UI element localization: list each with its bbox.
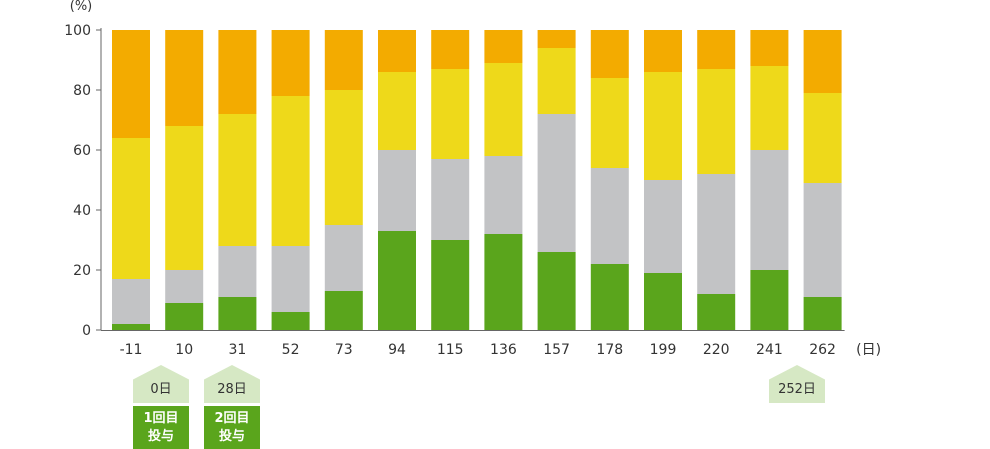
dose-2-day-label: 28日	[217, 382, 247, 397]
bar-segment	[271, 246, 310, 312]
bar-segment	[644, 30, 682, 72]
dose-marker-1: 0日 1回目 投与	[133, 365, 189, 449]
dose-1-day-label: 0日	[150, 382, 172, 397]
bar-segment	[218, 246, 257, 297]
bar-segment	[324, 291, 363, 330]
x-tick-label: 220	[703, 342, 730, 358]
bar-segment	[271, 96, 310, 246]
bar-segment	[112, 324, 150, 330]
x-tick-label: 157	[543, 342, 570, 358]
bar-segment	[378, 30, 416, 72]
y-tick-label: 60	[73, 143, 91, 159]
bar-segment	[590, 264, 629, 330]
bar-segment	[697, 30, 736, 69]
bar-segment	[431, 159, 470, 240]
dose-2-box: 2回目 投与	[204, 406, 260, 449]
bar-segment	[324, 90, 363, 225]
bar-segment	[750, 30, 789, 66]
bar-segment	[484, 63, 523, 156]
bar-segment	[803, 297, 842, 330]
bar-segment	[324, 30, 363, 90]
bar-segment	[271, 30, 310, 96]
bar-segment	[644, 273, 682, 330]
bar-segment	[165, 303, 204, 330]
bar-segment	[165, 30, 204, 126]
bar-segment	[165, 270, 204, 303]
dose-2-line2: 投与	[218, 428, 245, 444]
bar-segment	[484, 30, 523, 63]
bar-segment	[537, 114, 576, 252]
x-tick-label: 115	[437, 342, 464, 358]
y-tick-label: 80	[73, 83, 91, 99]
bar-segment	[590, 30, 629, 78]
bar-segment	[590, 78, 629, 168]
x-tick-label: 10	[175, 342, 193, 358]
dose-1-line1: 1回目	[143, 410, 179, 426]
x-tick-label: 31	[228, 342, 246, 358]
bar-segment	[750, 270, 789, 330]
bar-segment	[590, 168, 629, 264]
bar-segment	[803, 30, 842, 93]
bar-segment	[218, 30, 257, 114]
bar-segment	[803, 93, 842, 183]
day-252-label: 252日	[778, 382, 816, 397]
bar-segment	[378, 72, 416, 150]
day-252-marker: 252日	[769, 365, 825, 403]
bar-segment	[112, 30, 150, 138]
tick-labels: 0 20 40 60 80 100 (%) -11 10 31 52 73 94 115 136 157 178…	[64, 0, 881, 358]
bar-segment	[750, 150, 789, 270]
bar-segment	[484, 234, 523, 330]
bar-segment	[537, 30, 576, 48]
dose-1-box: 1回目 投与	[133, 406, 189, 449]
x-tick-label: 178	[596, 342, 623, 358]
bar-segment	[750, 66, 789, 150]
bars	[112, 30, 842, 330]
y-tick-label: 40	[73, 203, 91, 219]
bar-segment	[431, 240, 470, 330]
bar-segment	[431, 30, 470, 69]
bar-segment	[537, 252, 576, 330]
dose-2-line1: 2回目	[214, 410, 250, 426]
x-tick-label: 199	[650, 342, 677, 358]
bar-segment	[324, 225, 363, 291]
bar-segment	[431, 69, 470, 159]
x-tick-label: 136	[490, 342, 517, 358]
y-tick-label: 0	[82, 323, 91, 339]
y-tick-label: 20	[73, 263, 91, 279]
bar-segment	[697, 174, 736, 294]
y-tick-label: 100	[64, 23, 91, 39]
x-tick-label: 52	[282, 342, 300, 358]
bar-segment	[218, 114, 257, 246]
x-tick-label: 94	[388, 342, 406, 358]
bar-segment	[484, 156, 523, 234]
dose-marker-2: 28日 2回目 投与	[204, 365, 260, 449]
bar-segment	[112, 138, 150, 279]
bar-segment	[644, 72, 682, 180]
bar-segment	[218, 297, 257, 330]
x-tick-label: -11	[120, 342, 143, 358]
x-axis-label: (日)	[856, 342, 881, 358]
bar-segment	[537, 48, 576, 114]
bar-segment	[697, 69, 736, 174]
bar-segment	[803, 183, 842, 297]
bar-segment	[378, 150, 416, 231]
bar-segment	[271, 312, 310, 330]
x-tick-label: 73	[335, 342, 353, 358]
x-tick-label: 241	[756, 342, 783, 358]
bar-segment	[165, 126, 204, 270]
bar-segment	[644, 180, 682, 273]
bar-segment	[697, 294, 736, 330]
dose-1-line2: 投与	[147, 428, 174, 444]
x-tick-label: 262	[809, 342, 836, 358]
bar-segment	[378, 231, 416, 330]
axes	[96, 28, 845, 331]
y-axis-label: (%)	[70, 0, 93, 14]
bar-segment	[112, 279, 150, 324]
